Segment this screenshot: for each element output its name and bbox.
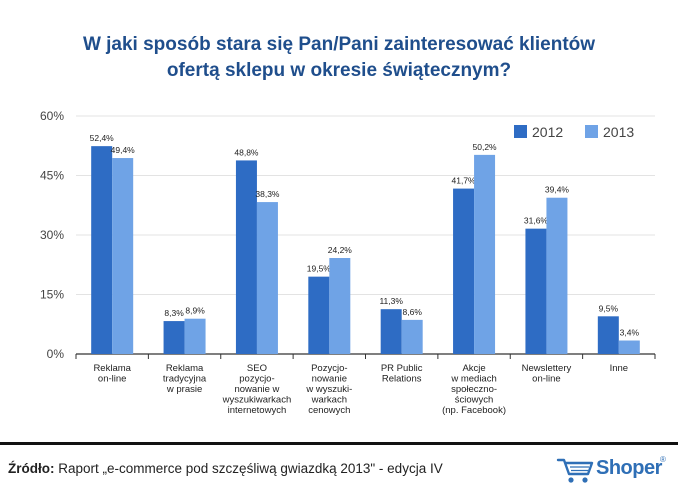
category-label: Reklama xyxy=(166,363,204,374)
category-label: Akcje xyxy=(462,363,485,374)
legend-label-2013: 2013 xyxy=(603,124,634,140)
category-label: (np. Facebook) xyxy=(442,405,506,416)
chart-title-line-2: ofertą sklepu w okresie świątecznym? xyxy=(166,60,512,81)
category-label: Relations xyxy=(382,374,422,385)
category-label: Inne xyxy=(610,363,629,374)
data-label: 11,3% xyxy=(379,296,403,306)
source-divider xyxy=(0,442,678,445)
category-label: Reklama xyxy=(93,363,131,374)
chart-title-line-1: W jaki sposób stara się Pan/Pani zainter… xyxy=(82,34,596,55)
bar-2013 xyxy=(256,202,278,354)
bar-2012 xyxy=(308,276,330,354)
source-note: Źródło: Raport „e-commerce pod szczęśliw… xyxy=(8,461,443,476)
category-label: w mediach xyxy=(450,374,496,385)
data-label: 3,4% xyxy=(620,328,640,338)
data-label: 49,4% xyxy=(111,145,136,155)
category-label: w wyszuki- xyxy=(305,384,352,395)
bar-2013 xyxy=(401,319,423,354)
data-label: 8,6% xyxy=(403,307,423,317)
data-label: 41,7% xyxy=(452,176,477,186)
bar-2012 xyxy=(91,146,113,354)
shoper-logo: Shoper ® xyxy=(556,455,676,485)
registered-mark: ® xyxy=(660,455,666,464)
bar-2012 xyxy=(235,160,257,354)
bar-2012 xyxy=(525,228,547,354)
data-label: 50,2% xyxy=(473,142,498,152)
data-label: 8,9% xyxy=(185,306,205,316)
category-label: SEO xyxy=(247,363,267,374)
category-label: ściowych xyxy=(455,395,494,406)
category-label: nowanie xyxy=(312,374,347,385)
y-tick-label: 0% xyxy=(47,347,65,361)
category-label: internetowych xyxy=(228,405,287,416)
shopping-cart-icon xyxy=(556,458,594,483)
category-label: on-line xyxy=(532,374,561,385)
bar-2012 xyxy=(380,309,402,354)
legend-swatch-2013 xyxy=(585,125,598,138)
category-label: Newslettery xyxy=(522,363,572,374)
category-label: PR Public xyxy=(381,363,423,374)
category-label: pozycjo- xyxy=(239,374,274,385)
category-label: w prasie xyxy=(166,384,202,395)
category-label: on-line xyxy=(98,374,127,385)
source-text: Raport „e-commerce pod szczęśliwą gwiazd… xyxy=(54,461,443,476)
bar-chart: 0%15%30%45%60%52,4%49,4%Reklamaon-line8,… xyxy=(40,109,656,416)
data-label: 52,4% xyxy=(90,133,115,143)
data-label: 9,5% xyxy=(599,303,619,313)
category-label: wyszukiwarkach xyxy=(222,395,292,406)
category-label: warkach xyxy=(311,395,347,406)
data-label: 8,3% xyxy=(164,308,184,318)
logo-wordmark: Shoper xyxy=(596,457,662,479)
data-label: 31,6% xyxy=(524,216,549,226)
data-label: 19,5% xyxy=(307,264,332,274)
bar-2013 xyxy=(184,318,206,354)
data-label: 38,3% xyxy=(255,189,280,199)
category-label: cenowych xyxy=(308,405,350,416)
y-tick-label: 30% xyxy=(40,228,64,242)
legend-label-2012: 2012 xyxy=(532,124,563,140)
category-label: nowanie w xyxy=(234,384,279,395)
bar-2013 xyxy=(329,258,351,354)
bar-2012 xyxy=(163,321,185,354)
bar-2013 xyxy=(474,154,496,354)
source-label: Źródło: xyxy=(8,461,55,476)
category-label: Pozycjo- xyxy=(311,363,347,374)
chart-title: W jaki sposób stara się Pan/Pani zainter… xyxy=(0,32,678,84)
bar-2013 xyxy=(112,158,134,354)
data-label: 48,8% xyxy=(234,147,259,157)
data-label: 39,4% xyxy=(545,185,570,195)
y-tick-label: 15% xyxy=(40,288,64,302)
data-label: 24,2% xyxy=(328,245,353,255)
legend-swatch-2012 xyxy=(514,125,527,138)
y-tick-label: 60% xyxy=(40,109,64,123)
bar-2012 xyxy=(453,188,475,354)
category-label: tradycyjna xyxy=(163,374,207,385)
bar-2013 xyxy=(618,340,640,354)
bar-2012 xyxy=(597,316,619,354)
y-tick-label: 45% xyxy=(40,169,64,183)
category-label: społeczno- xyxy=(451,384,497,395)
bar-2013 xyxy=(546,197,568,354)
